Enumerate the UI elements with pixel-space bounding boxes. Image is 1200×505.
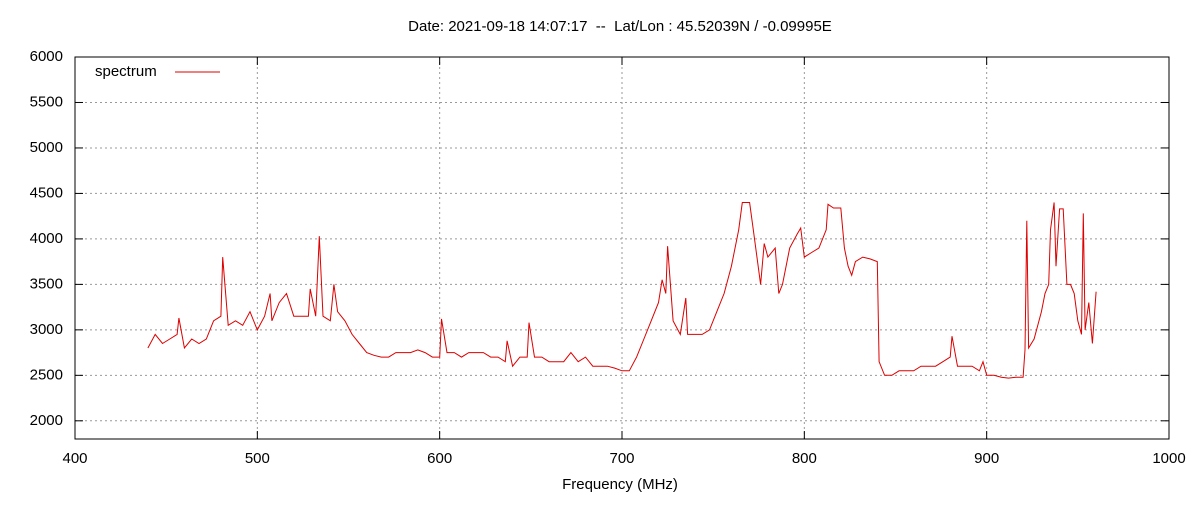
spectrum-line bbox=[147, 202, 1097, 379]
x-axis-label: Frequency (MHz) bbox=[562, 476, 678, 493]
chart-title: Date: 2021-09-18 14:07:17 -- Lat/Lon : 4… bbox=[408, 18, 832, 35]
x-tick-label: 700 bbox=[609, 450, 634, 467]
plot-border bbox=[74, 56, 1170, 440]
x-tick-label: 600 bbox=[427, 450, 452, 467]
x-tick-label: 1000 bbox=[1152, 450, 1185, 467]
legend-label: spectrum bbox=[95, 63, 157, 80]
y-tick-label: 4000 bbox=[30, 230, 63, 247]
x-tick-label: 500 bbox=[245, 450, 270, 467]
y-tick-label: 3500 bbox=[30, 275, 63, 292]
x-tick-label: 900 bbox=[974, 450, 999, 467]
y-tick-label: 2000 bbox=[30, 412, 63, 429]
x-tick-label: 400 bbox=[62, 450, 87, 467]
y-tick-label: 3000 bbox=[30, 321, 63, 338]
y-tick-label: 2500 bbox=[30, 366, 63, 383]
y-tick-label: 4500 bbox=[30, 184, 63, 201]
x-tick-label: 800 bbox=[792, 450, 817, 467]
y-tick-label: 5500 bbox=[30, 93, 63, 110]
y-tick-label: 6000 bbox=[30, 48, 63, 65]
y-tick-label: 5000 bbox=[30, 139, 63, 156]
